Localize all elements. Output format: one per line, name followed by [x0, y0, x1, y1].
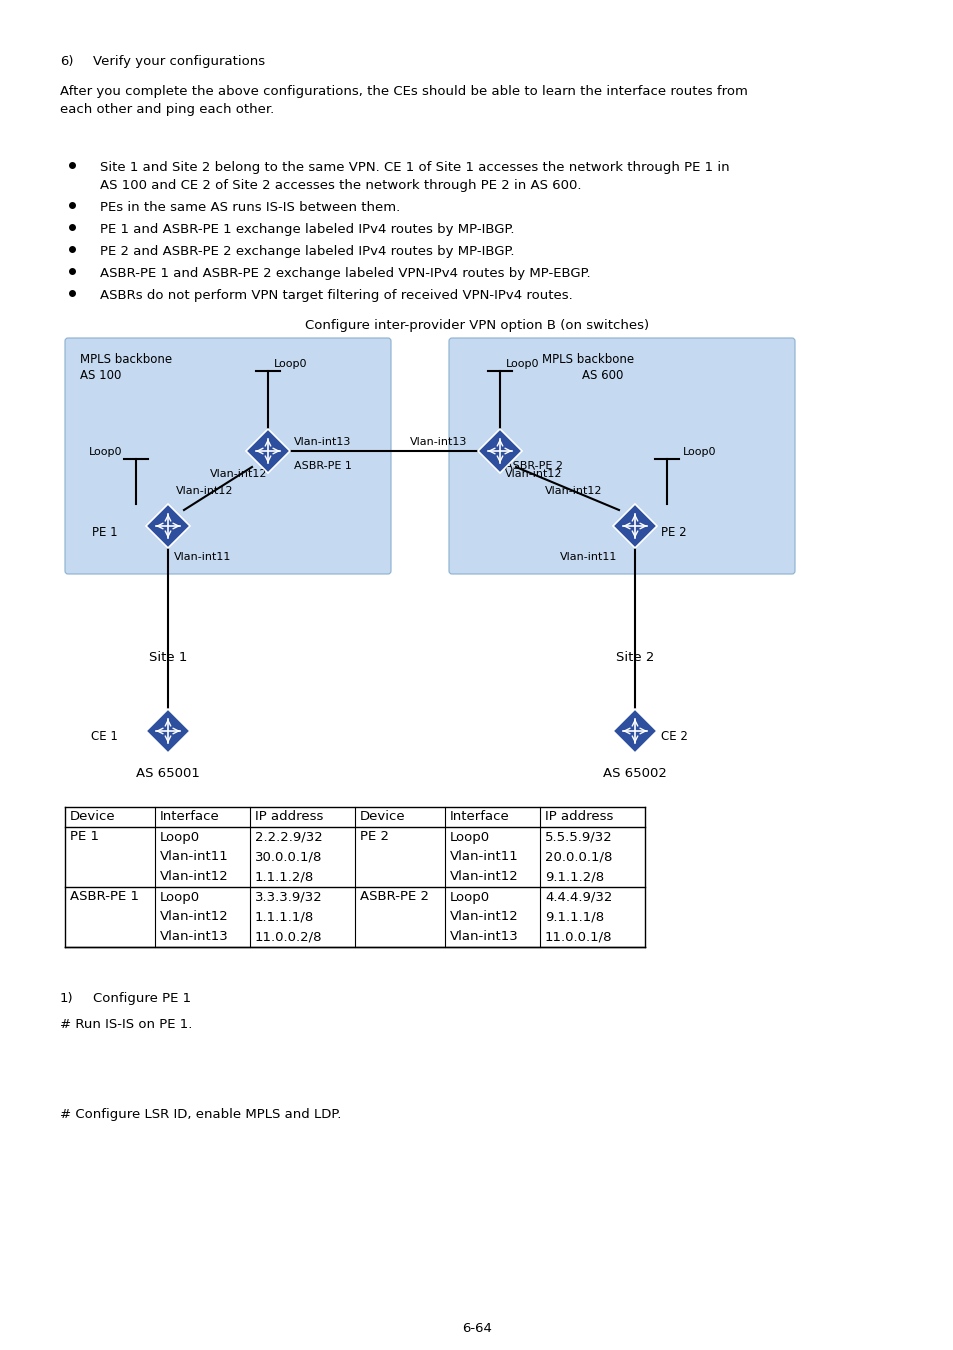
Text: 3.3.3.9/32: 3.3.3.9/32: [254, 891, 322, 903]
Polygon shape: [477, 429, 521, 472]
Text: Interface: Interface: [160, 810, 219, 824]
Text: Site 1: Site 1: [149, 651, 187, 664]
Text: Vlan-int12: Vlan-int12: [544, 486, 602, 495]
Text: PE 2 and ASBR-PE 2 exchange labeled IPv4 routes by MP-IBGP.: PE 2 and ASBR-PE 2 exchange labeled IPv4…: [100, 244, 514, 258]
Text: Vlan-int12: Vlan-int12: [210, 468, 267, 479]
Text: MPLS backbone: MPLS backbone: [80, 352, 172, 366]
Text: 11.0.0.2/8: 11.0.0.2/8: [254, 930, 322, 944]
Text: # Configure LSR ID, enable MPLS and LDP.: # Configure LSR ID, enable MPLS and LDP.: [60, 1108, 341, 1120]
Text: Loop0: Loop0: [160, 830, 200, 844]
Text: PE 1: PE 1: [92, 525, 118, 539]
Text: AS 600: AS 600: [581, 369, 622, 382]
Text: Vlan-int11: Vlan-int11: [160, 850, 229, 864]
Text: ASBR-PE 1: ASBR-PE 1: [294, 460, 352, 471]
Text: Interface: Interface: [450, 810, 509, 824]
Text: Configure inter-provider VPN option B (on switches): Configure inter-provider VPN option B (o…: [305, 319, 648, 332]
Text: After you complete the above configurations, the CEs should be able to learn the: After you complete the above configurati…: [60, 85, 747, 99]
Polygon shape: [613, 504, 657, 548]
Polygon shape: [146, 504, 190, 548]
Text: Vlan-int12: Vlan-int12: [160, 871, 229, 883]
Text: Loop0: Loop0: [450, 830, 490, 844]
Text: AS 65001: AS 65001: [136, 767, 200, 780]
Text: Site 2: Site 2: [616, 651, 654, 664]
Text: 11.0.0.1/8: 11.0.0.1/8: [544, 930, 612, 944]
Text: ASBRs do not perform VPN target filtering of received VPN-IPv4 routes.: ASBRs do not perform VPN target filterin…: [100, 289, 572, 302]
Text: MPLS backbone: MPLS backbone: [541, 352, 634, 366]
Text: Device: Device: [359, 810, 405, 824]
Text: Vlan-int13: Vlan-int13: [410, 437, 467, 447]
Text: CE 2: CE 2: [660, 730, 687, 744]
Text: 20.0.0.1/8: 20.0.0.1/8: [544, 850, 612, 864]
Text: Loop0: Loop0: [682, 447, 716, 458]
Text: AS 65002: AS 65002: [602, 767, 666, 780]
Polygon shape: [246, 429, 290, 472]
Text: PEs in the same AS runs IS-IS between them.: PEs in the same AS runs IS-IS between th…: [100, 201, 400, 215]
Text: AS 100: AS 100: [80, 369, 121, 382]
FancyBboxPatch shape: [65, 338, 391, 574]
Text: PE 2: PE 2: [359, 830, 389, 844]
Text: PE 1 and ASBR-PE 1 exchange labeled IPv4 routes by MP-IBGP.: PE 1 and ASBR-PE 1 exchange labeled IPv4…: [100, 223, 514, 236]
Text: Vlan-int11: Vlan-int11: [559, 552, 617, 562]
Text: Vlan-int12: Vlan-int12: [504, 468, 562, 479]
Text: 9.1.1.2/8: 9.1.1.2/8: [544, 871, 603, 883]
Text: each other and ping each other.: each other and ping each other.: [60, 103, 274, 116]
Text: Device: Device: [70, 810, 115, 824]
Text: ASBR-PE 1 and ASBR-PE 2 exchange labeled VPN-IPv4 routes by MP-EBGP.: ASBR-PE 1 and ASBR-PE 2 exchange labeled…: [100, 267, 590, 279]
Text: Vlan-int12: Vlan-int12: [450, 871, 518, 883]
Text: Vlan-int12: Vlan-int12: [160, 910, 229, 923]
Text: 5.5.5.9/32: 5.5.5.9/32: [544, 830, 612, 844]
Text: PE 2: PE 2: [660, 525, 686, 539]
Text: Vlan-int13: Vlan-int13: [450, 930, 518, 944]
Text: 1.1.1.2/8: 1.1.1.2/8: [254, 871, 314, 883]
Text: Vlan-int11: Vlan-int11: [450, 850, 518, 864]
Text: ASBR-PE 1: ASBR-PE 1: [70, 891, 139, 903]
Text: 6): 6): [60, 55, 73, 68]
Polygon shape: [613, 709, 657, 753]
Text: PE 1: PE 1: [70, 830, 99, 844]
Text: Loop0: Loop0: [160, 891, 200, 903]
FancyBboxPatch shape: [449, 338, 794, 574]
Text: Configure PE 1: Configure PE 1: [92, 992, 191, 1004]
Text: Vlan-int13: Vlan-int13: [160, 930, 229, 944]
Text: Vlan-int12: Vlan-int12: [175, 486, 233, 495]
Text: ASBR-PE 2: ASBR-PE 2: [504, 460, 562, 471]
Polygon shape: [146, 709, 190, 753]
Text: 4.4.4.9/32: 4.4.4.9/32: [544, 891, 612, 903]
Text: 30.0.0.1/8: 30.0.0.1/8: [254, 850, 322, 864]
Text: Verify your configurations: Verify your configurations: [92, 55, 265, 68]
Text: 9.1.1.1/8: 9.1.1.1/8: [544, 910, 603, 923]
Text: CE 1: CE 1: [91, 730, 118, 744]
Text: 6-64: 6-64: [461, 1322, 492, 1335]
Text: Loop0: Loop0: [274, 359, 307, 369]
Text: Vlan-int11: Vlan-int11: [173, 552, 232, 562]
Text: Vlan-int13: Vlan-int13: [294, 437, 351, 447]
Text: 2.2.2.9/32: 2.2.2.9/32: [254, 830, 322, 844]
Text: ASBR-PE 2: ASBR-PE 2: [359, 891, 429, 903]
Text: AS 100 and CE 2 of Site 2 accesses the network through PE 2 in AS 600.: AS 100 and CE 2 of Site 2 accesses the n…: [100, 180, 581, 192]
Text: Loop0: Loop0: [89, 447, 122, 458]
Text: # Run IS-IS on PE 1.: # Run IS-IS on PE 1.: [60, 1018, 193, 1031]
Text: 1.1.1.1/8: 1.1.1.1/8: [254, 910, 314, 923]
Text: 1): 1): [60, 992, 73, 1004]
Text: IP address: IP address: [544, 810, 613, 824]
Text: Vlan-int12: Vlan-int12: [450, 910, 518, 923]
Text: Loop0: Loop0: [505, 359, 539, 369]
Text: Loop0: Loop0: [450, 891, 490, 903]
Text: IP address: IP address: [254, 810, 323, 824]
Text: Site 1 and Site 2 belong to the same VPN. CE 1 of Site 1 accesses the network th: Site 1 and Site 2 belong to the same VPN…: [100, 161, 729, 174]
